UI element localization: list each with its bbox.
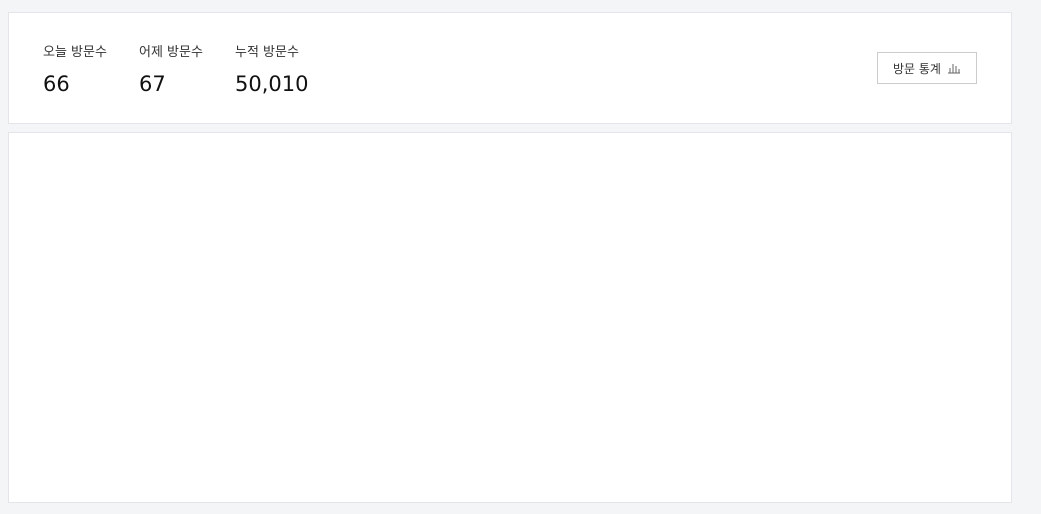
stats-card: 오늘 방문수 66 어제 방문수 67 누적 방문수 50,010 방문 통계 2502월26… — [8, 12, 1012, 124]
stat-label: 누적 방문수 — [235, 45, 299, 60]
chart — [8, 132, 1012, 501]
stats-button[interactable]: 방문 통계 2502월262728103월23456789101112131415… — [877, 52, 977, 84]
stat-value: 66 — [43, 72, 70, 96]
chart-card — [8, 132, 1012, 503]
stat: 누적 방문수 50,010 — [235, 41, 308, 96]
stat-value: 50,010 — [235, 72, 309, 96]
stat-value: 67 — [139, 72, 166, 96]
stat: 어제 방문수 67 — [139, 41, 203, 96]
stat: 오늘 방문수 66 — [43, 41, 107, 96]
stat-label: 어제 방문수 — [139, 45, 203, 60]
button-label: 방문 통계 — [893, 61, 941, 76]
chart-icon: 2502월262728103월2345678910111213141516171… — [947, 64, 960, 74]
stat-label: 오늘 방문수 — [43, 45, 107, 60]
